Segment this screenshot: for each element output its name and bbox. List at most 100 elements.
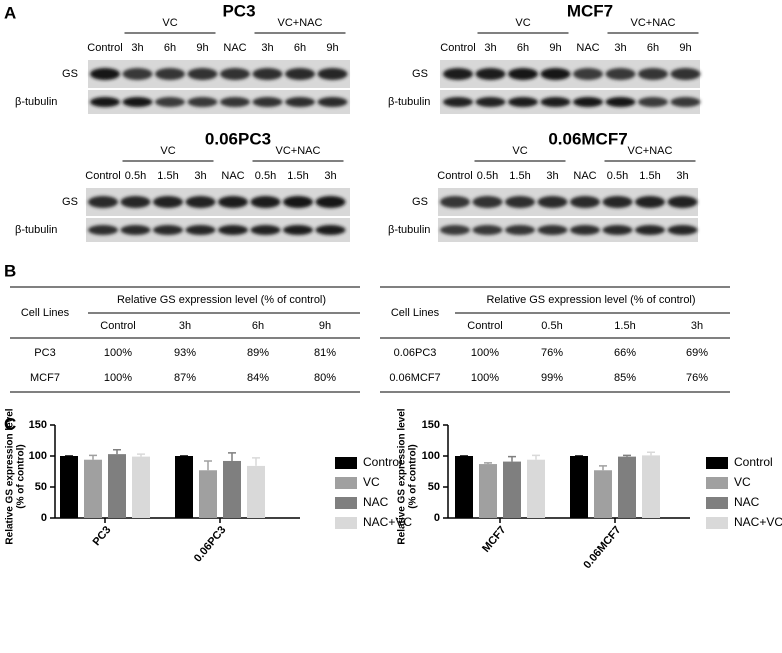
y-tick-label: 0 bbox=[434, 512, 440, 524]
table-column-header: 0.5h bbox=[541, 320, 562, 332]
blot-band bbox=[670, 68, 701, 80]
error-bar bbox=[508, 455, 516, 462]
table-column-header: 6h bbox=[252, 320, 264, 332]
table-row-label: 0.06MCF7 bbox=[389, 372, 440, 384]
group-label: VC bbox=[515, 17, 530, 29]
lane-label: 9h bbox=[549, 42, 561, 54]
bar bbox=[223, 460, 241, 518]
lane-label: 0.5h bbox=[125, 170, 146, 182]
table-cell: 69% bbox=[686, 347, 708, 359]
table-cell: 87% bbox=[174, 372, 196, 384]
table-cell: 100% bbox=[104, 347, 132, 359]
table-cell: 99% bbox=[541, 372, 563, 384]
table-span-header: Relative GS expression level (% of contr… bbox=[117, 294, 326, 306]
bar bbox=[60, 456, 78, 518]
blot-band bbox=[638, 97, 668, 107]
blot-band bbox=[605, 68, 636, 80]
blot-band bbox=[505, 196, 535, 208]
blot-band bbox=[508, 97, 538, 107]
row-label: GS bbox=[62, 68, 78, 80]
table-cell: 76% bbox=[686, 372, 708, 384]
group-label: VC+NAC bbox=[278, 17, 323, 29]
y-tick-label: 100 bbox=[29, 450, 47, 462]
bar bbox=[108, 454, 126, 518]
table-column-header: Control bbox=[100, 320, 135, 332]
table-cell: 89% bbox=[247, 347, 269, 359]
blot-band bbox=[218, 196, 248, 208]
group-label: VC+NAC bbox=[631, 17, 676, 29]
legend-swatch bbox=[335, 497, 357, 509]
group-label: VC+NAC bbox=[276, 145, 321, 157]
bar bbox=[132, 456, 150, 518]
group-label: VC+NAC bbox=[628, 145, 673, 157]
group-label: VC bbox=[160, 145, 175, 157]
y-axis-label: (% of control) bbox=[408, 444, 419, 508]
blot-band bbox=[573, 68, 603, 80]
blot-band bbox=[602, 196, 633, 208]
error-bar bbox=[252, 457, 260, 466]
lane-label: 1.5h bbox=[639, 170, 660, 182]
bar bbox=[455, 456, 473, 518]
table-cell: 100% bbox=[471, 347, 499, 359]
table-cell: 66% bbox=[614, 347, 636, 359]
y-tick-label: 150 bbox=[29, 419, 47, 431]
blot-band bbox=[153, 225, 183, 235]
table-row-label: PC3 bbox=[34, 347, 55, 359]
blot-band bbox=[155, 97, 185, 107]
blot-band bbox=[475, 97, 506, 107]
blot-band bbox=[635, 196, 665, 208]
error-bar bbox=[647, 451, 655, 456]
error-bar bbox=[484, 462, 492, 465]
blot-band bbox=[250, 196, 281, 208]
lane-label: 3h bbox=[324, 170, 336, 182]
table-cell: 81% bbox=[314, 347, 336, 359]
table-cell: 100% bbox=[104, 372, 132, 384]
error-bar bbox=[204, 460, 212, 471]
blot-band bbox=[283, 196, 313, 208]
error-bar bbox=[228, 452, 236, 461]
lane-label: NAC bbox=[221, 170, 244, 182]
bar bbox=[84, 459, 102, 518]
blot-band bbox=[443, 97, 473, 107]
bar bbox=[247, 465, 265, 518]
table-cell: 76% bbox=[541, 347, 563, 359]
blot-band bbox=[187, 68, 218, 80]
blot-band bbox=[285, 68, 315, 80]
blot-band bbox=[88, 225, 118, 235]
bar bbox=[594, 470, 612, 518]
blot-band bbox=[90, 68, 120, 80]
blot-band bbox=[540, 68, 571, 80]
lane-label: Control bbox=[437, 170, 472, 182]
blot-band bbox=[187, 97, 218, 107]
blot-band bbox=[605, 97, 636, 107]
table-corner: Cell Lines bbox=[21, 307, 70, 319]
blot-band bbox=[120, 196, 151, 208]
lane-label: 9h bbox=[326, 42, 338, 54]
panel-label: A bbox=[4, 3, 16, 22]
blot-band bbox=[88, 196, 118, 208]
blot-title: 0.06PC3 bbox=[205, 129, 271, 148]
table-column-header: 9h bbox=[319, 320, 331, 332]
lane-label: 1.5h bbox=[509, 170, 530, 182]
lane-label: 0.5h bbox=[255, 170, 276, 182]
lane-label: 6h bbox=[294, 42, 306, 54]
table-corner: Cell Lines bbox=[391, 307, 440, 319]
group-label: VC bbox=[162, 17, 177, 29]
lane-label: 6h bbox=[647, 42, 659, 54]
bar bbox=[503, 461, 521, 518]
blot-band bbox=[220, 97, 250, 107]
legend-swatch bbox=[335, 477, 357, 489]
bar bbox=[618, 456, 636, 518]
blot-title: PC3 bbox=[222, 1, 255, 20]
lane-label: 0.5h bbox=[607, 170, 628, 182]
error-bar bbox=[89, 454, 97, 460]
table-row-label: 0.06PC3 bbox=[394, 347, 437, 359]
blot-band bbox=[472, 225, 503, 235]
blot-band bbox=[472, 196, 503, 208]
error-bar bbox=[599, 465, 607, 471]
blot-band bbox=[638, 68, 668, 80]
y-axis-label: Relative GS expression level bbox=[397, 408, 408, 544]
y-tick-label: 0 bbox=[41, 512, 47, 524]
bar bbox=[527, 459, 545, 518]
